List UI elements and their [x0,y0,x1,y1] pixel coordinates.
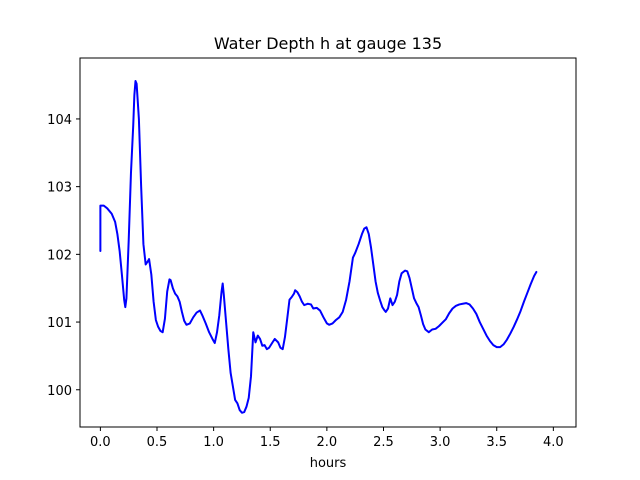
x-tick-label: 0.5 [147,435,168,450]
y-tick-label: 102 [47,248,72,263]
y-tick-label: 100 [47,384,72,399]
x-tick-label: 1.5 [260,435,281,450]
y-tick-label: 103 [47,181,72,196]
x-tick-label: 0.0 [90,435,111,450]
y-tick-label: 101 [47,316,72,331]
x-axis-label: hours [310,456,347,471]
x-tick-label: 2.5 [373,435,394,450]
x-tick-label: 4.0 [543,435,564,450]
x-tick-label: 1.0 [203,435,224,450]
plot-frame [79,57,577,428]
x-tick-label: 3.5 [486,435,507,450]
water-depth-line [99,80,538,414]
y-tick-label: 104 [47,113,72,128]
x-tick-label: 2.0 [317,435,338,450]
chart-title: Water Depth h at gauge 135 [214,34,442,53]
axis-ticks: 0.0 0.5 1.0 1.5 2.0 2.5 3.0 3.5 4.0 100 101 102 103 1… [47,113,564,450]
x-tick-label: 3.0 [430,435,451,450]
